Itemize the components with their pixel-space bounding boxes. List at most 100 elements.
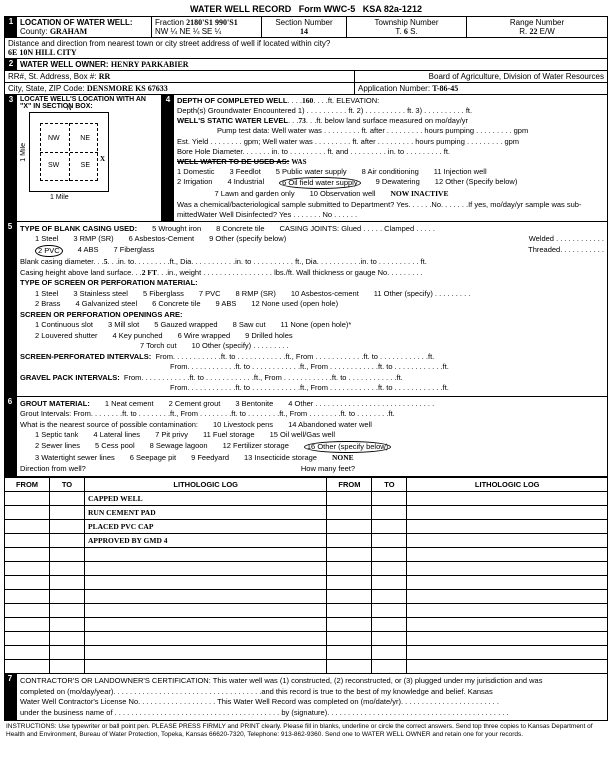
contam-4: 4 Lateral lines — [93, 430, 140, 441]
use-1: 1 Domestic — [177, 167, 215, 177]
use-9: 9 Dewatering — [376, 177, 420, 189]
grout-label: GROUT MATERIAL: — [20, 399, 90, 410]
log-r4: APPROVED BY GMD 4 — [85, 534, 327, 548]
lithologic-log-table: FROM TO LITHOLOGIC LOG FROM TO LITHOLOGI… — [4, 477, 608, 674]
grout-3: 3 Bentonite — [235, 399, 273, 410]
perf-6: 6 Concrete tile — [152, 299, 200, 310]
open-7: 7 Torch cut — [20, 341, 177, 352]
contam-3: 3 Watertight sewer lines — [20, 453, 115, 464]
contam-1: 1 Septic tank — [20, 430, 78, 441]
perf-label: TYPE OF SCREEN OR PERFORATION MATERIAL: — [20, 278, 604, 289]
log-r1: CAPPED WELL — [85, 492, 327, 506]
open-label: SCREEN OR PERFORATION OPENINGS ARE: — [20, 310, 604, 321]
perf-12: 12 None used (open hole) — [251, 299, 338, 310]
height-label: Casing height above land surface — [20, 268, 131, 277]
bore-hole: Bore Hole Diameter. . . . . . . in. to .… — [177, 147, 450, 157]
contam-7: 7 Pit privy — [155, 430, 188, 441]
use-2: 2 Irrigation — [177, 177, 212, 189]
section-2-row2: RR#, St. Address, Box #: RR Board of Agr… — [4, 70, 608, 82]
cert-2: completed on (mo/day/year). . . . . . . … — [20, 687, 604, 698]
perf-3: 3 Stainless steel — [73, 289, 128, 300]
rng-r: R. — [519, 27, 527, 36]
section-3-4: 3 LOCATE WELL'S LOCATION WITH AN "X" IN … — [4, 94, 608, 222]
locate-label: LOCATE WELL'S LOCATION WITH AN "X" IN SE… — [20, 96, 158, 110]
use-4: 4 Industrial — [227, 177, 264, 189]
section-1-row2: Distance and direction from nearest town… — [4, 37, 608, 58]
open-8: 8 Saw cut — [233, 320, 266, 331]
casing-3: 3 RMP (SR) — [73, 234, 113, 245]
use-3: 3 Feedlot — [230, 167, 261, 177]
sbox-x: X — [100, 155, 105, 163]
log-r3: PLACED PVC CAP — [85, 520, 327, 534]
contam-none: NONE — [332, 453, 354, 464]
gpi-1: From. . . . . . . . . . . .ft. to . . . … — [124, 373, 403, 382]
open-1: 1 Continuous slot — [20, 320, 93, 331]
open-5: 5 Gauzed wrapped — [154, 320, 217, 331]
contam-9: 9 Feedyard — [191, 453, 229, 464]
contam-8: 8 Sewage lagoon — [150, 441, 208, 454]
twp-value: 6 — [404, 27, 408, 36]
joints: CASING JOINTS: Glued . . . . . Clamped .… — [280, 224, 435, 235]
section-num-5: 5 — [4, 222, 16, 397]
fraction-1: 2180's1 — [186, 18, 213, 27]
section-num-4: 4 — [162, 95, 174, 221]
sec-label: Section Number — [275, 18, 332, 27]
gw-encountered: Depth(s) Groundwater Encountered 1) . . … — [177, 106, 472, 116]
perf-8: 8 RMP (SR) — [236, 289, 276, 300]
log-r2: RUN CEMENT PAD — [85, 506, 327, 520]
casing-6: 6 Asbestos-Cement — [129, 234, 194, 245]
dist-label: Distance and direction from nearest town… — [8, 39, 330, 48]
depth-label: DEPTH OF COMPLETED WELL — [177, 96, 287, 105]
grout-2: 2 Cement grout — [169, 399, 221, 410]
city-label: City, State, ZIP Code: — [8, 84, 85, 93]
log-h-from2: FROM — [327, 478, 372, 492]
cert-1: CONTRACTOR'S OR LANDOWNER'S CERTIFICATIO… — [20, 676, 604, 687]
sbox-ne: NE — [80, 135, 90, 142]
perf-5: 5 Fiberglass — [143, 289, 184, 300]
gpi-2: From. . . . . . . . . . . .ft. to . . . … — [20, 383, 604, 394]
cert-4: under the business name of . . . . . . .… — [20, 708, 604, 719]
section-6: GROUT MATERIAL: 1 Neat cement 2 Cement g… — [16, 397, 608, 478]
section-num-7: 7 — [4, 674, 16, 721]
contam-11: 11 Fuel storage — [203, 430, 255, 441]
bact-sample: Was a chemical/bacteriological sample su… — [177, 200, 581, 210]
section-5: TYPE OF BLANK CASING USED: 5 Wrought iro… — [16, 222, 608, 397]
section-2-row1: 2 WATER WELL OWNER: HENRY PARKABIER — [4, 58, 608, 70]
county-label: County: — [20, 27, 48, 36]
height-value: 2 ft — [142, 268, 157, 277]
how-many-feet: How many feet? — [301, 464, 355, 475]
perf-11: 11 Other (specify) . . . . . . . . . — [374, 289, 471, 300]
depth-ft: ft. ELEVATION: — [328, 96, 379, 105]
use-11: 11 Injection well — [434, 167, 487, 177]
sbox-n: N — [66, 105, 71, 112]
sbox-sw: SW — [48, 162, 59, 169]
mile-label-h: 1 Mile — [50, 194, 69, 201]
twp-s: S. — [410, 27, 418, 36]
use-6: 6 Oil field water supply — [279, 177, 360, 189]
sbox-nw: NW — [48, 135, 60, 142]
rng-ew: E/W — [540, 27, 555, 36]
mile-label-v: 1 Mile — [20, 143, 27, 162]
sec-value: 14 — [300, 27, 308, 36]
q: ¼ — [215, 27, 222, 36]
owner-value: HENRY PARKABIER — [111, 60, 189, 69]
section-1-row1: 1 LOCATION OF WATER WELL: County: GRAHAM… — [4, 16, 608, 37]
section-num-1: 1 — [5, 17, 17, 37]
spi-1: From. . . . . . . . . . . .ft. to . . . … — [155, 352, 434, 361]
contam-2: 2 Sewer lines — [20, 441, 80, 454]
contam-14: 14 Abandoned water well — [288, 420, 372, 431]
section-num-3: 3 — [5, 95, 17, 221]
joints3: Threaded. . . . . . . . . . . — [528, 245, 604, 258]
contam-5: 5 Cess pool — [95, 441, 135, 454]
use-12: 12 Other (Specify below) — [435, 177, 518, 189]
use-5: 5 Public water supply — [276, 167, 347, 177]
swl-label: WELL'S STATIC WATER LEVEL — [177, 116, 288, 125]
perf-4: 4 Galvanized steel — [75, 299, 137, 310]
dia-value: 5 — [104, 257, 108, 266]
section-num-2: 2 — [5, 59, 17, 70]
rng-label: Range Number — [510, 18, 564, 27]
est-yield: Est. Yield . . . . . . . . gpm; Well wat… — [177, 137, 519, 147]
contam-16: 16 Other (specify below) — [304, 441, 391, 454]
twp-t: T. — [395, 27, 401, 36]
spi-label: SCREEN-PERFORATED INTERVALS: — [20, 352, 151, 361]
